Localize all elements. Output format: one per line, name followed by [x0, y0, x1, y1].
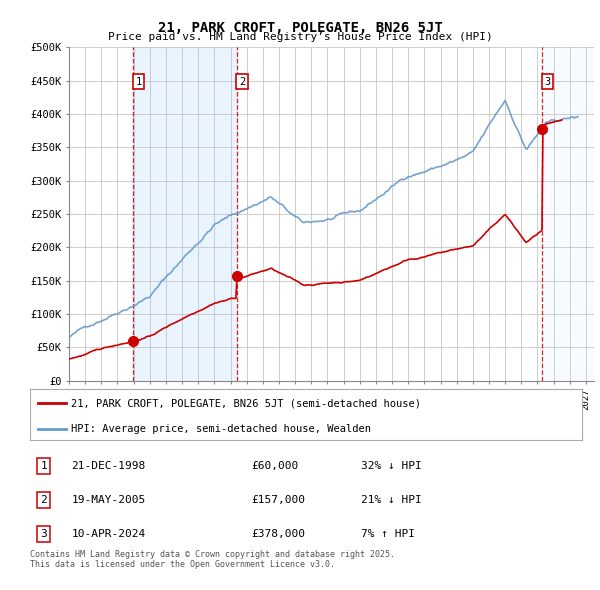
Text: HPI: Average price, semi-detached house, Wealden: HPI: Average price, semi-detached house,…	[71, 424, 371, 434]
Text: 19-MAY-2005: 19-MAY-2005	[71, 495, 146, 505]
Text: 3: 3	[40, 529, 47, 539]
Text: 21, PARK CROFT, POLEGATE, BN26 5JT: 21, PARK CROFT, POLEGATE, BN26 5JT	[158, 21, 442, 35]
Text: 2: 2	[239, 77, 245, 87]
Text: 3: 3	[544, 77, 551, 87]
Bar	[133, 47, 236, 381]
Text: 1: 1	[136, 77, 142, 87]
Text: 21-DEC-1998: 21-DEC-1998	[71, 461, 146, 471]
Text: Price paid vs. HM Land Registry’s House Price Index (HPI): Price paid vs. HM Land Registry’s House …	[107, 32, 493, 42]
Text: 7% ↑ HPI: 7% ↑ HPI	[361, 529, 415, 539]
Bar	[542, 47, 600, 381]
Text: £157,000: £157,000	[251, 495, 305, 505]
Text: 21% ↓ HPI: 21% ↓ HPI	[361, 495, 422, 505]
Text: £378,000: £378,000	[251, 529, 305, 539]
Text: 2: 2	[40, 495, 47, 505]
Text: 32% ↓ HPI: 32% ↓ HPI	[361, 461, 422, 471]
Text: 1: 1	[40, 461, 47, 471]
Text: £60,000: £60,000	[251, 461, 298, 471]
Text: 10-APR-2024: 10-APR-2024	[71, 529, 146, 539]
Text: 21, PARK CROFT, POLEGATE, BN26 5JT (semi-detached house): 21, PARK CROFT, POLEGATE, BN26 5JT (semi…	[71, 398, 421, 408]
Text: Contains HM Land Registry data © Crown copyright and database right 2025.
This d: Contains HM Land Registry data © Crown c…	[30, 550, 395, 569]
